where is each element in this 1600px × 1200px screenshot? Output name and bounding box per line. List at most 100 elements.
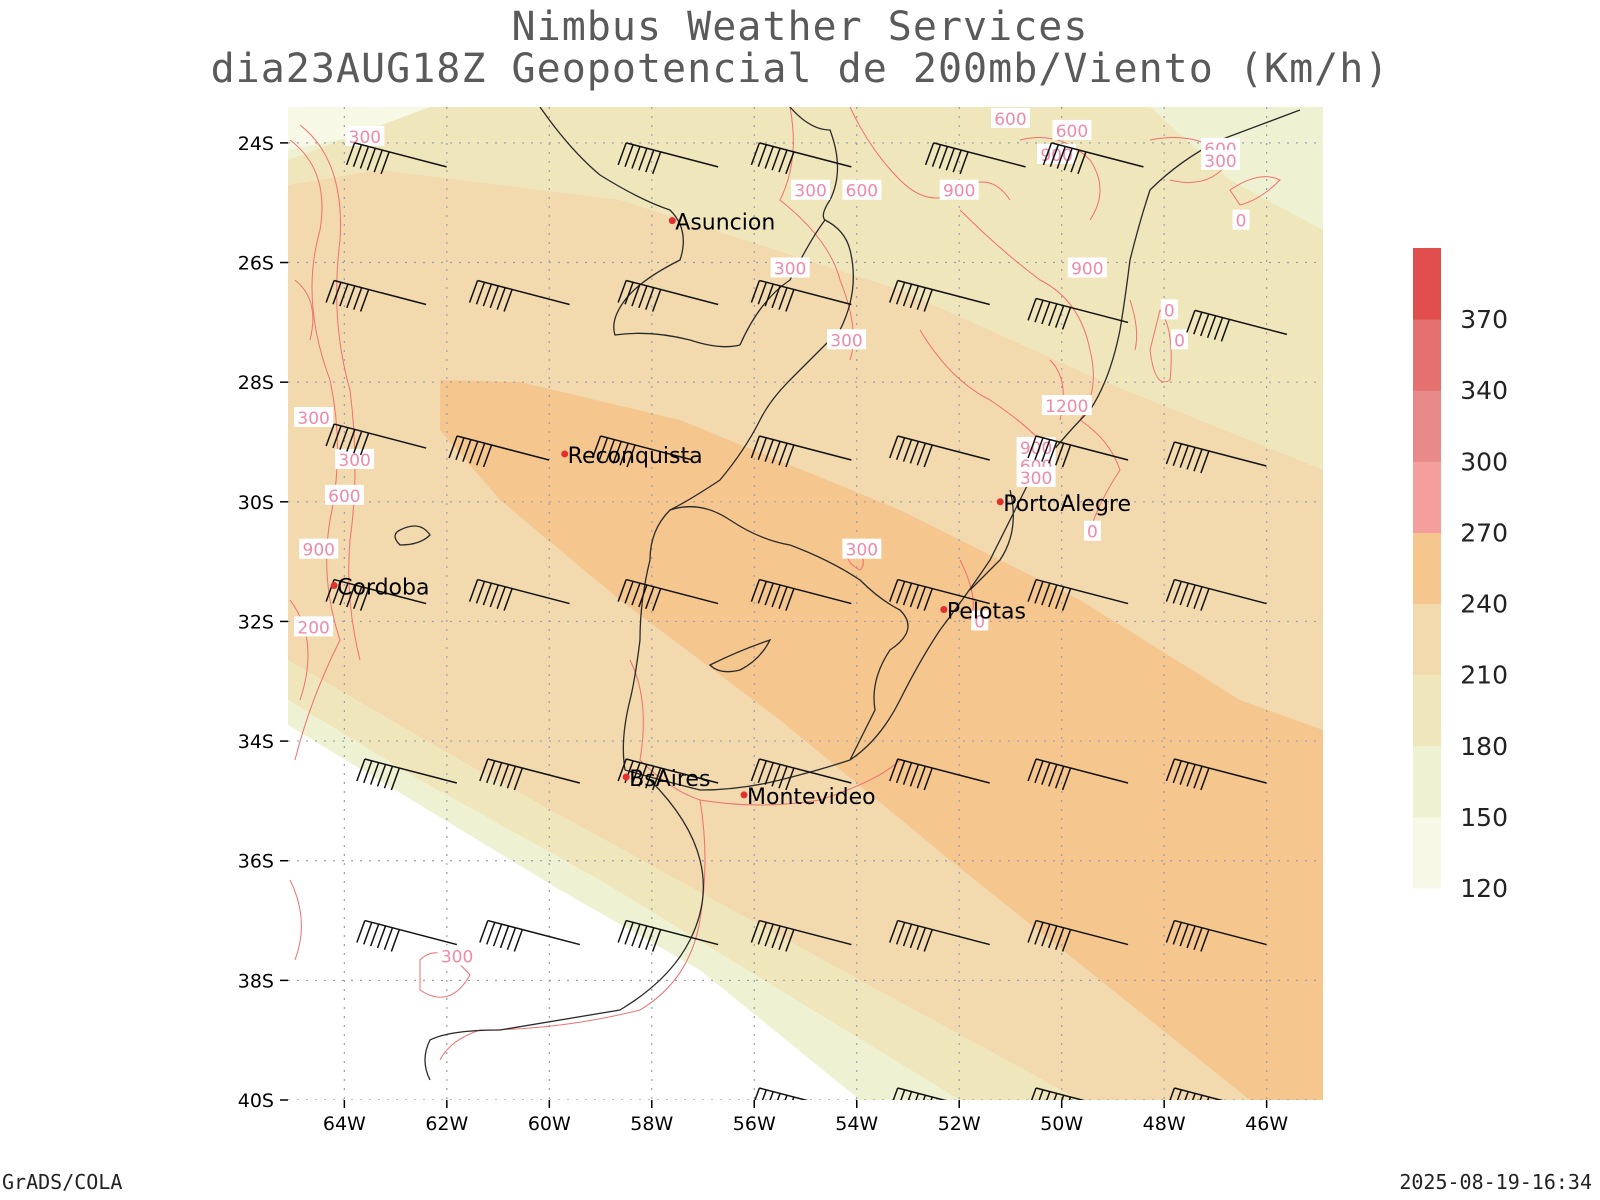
colorbar-swatch xyxy=(1413,603,1441,676)
contour-label-bg xyxy=(939,179,979,200)
wind-barb xyxy=(1027,919,1129,952)
contour-label-bg xyxy=(826,329,866,350)
wind-barb xyxy=(356,758,458,791)
city-dot xyxy=(940,605,948,613)
colorbar-label: 210 xyxy=(1460,661,1508,690)
wind-barb xyxy=(1027,578,1129,611)
lat-tick-label: 38S xyxy=(238,970,274,992)
colorbar-label: 300 xyxy=(1460,447,1508,476)
wind-barb xyxy=(479,919,581,952)
wind-barb xyxy=(889,578,990,611)
lon-tick-label: 62W xyxy=(425,1113,468,1135)
contour-label-bg xyxy=(1041,395,1092,416)
wind-barb xyxy=(889,919,990,952)
wind-barb xyxy=(468,578,570,611)
city-label: Asuncion xyxy=(675,211,775,236)
city-label: PortoAlegre xyxy=(1003,492,1131,517)
colorbar-label: 340 xyxy=(1460,376,1508,405)
lat-tick-label: 32S xyxy=(238,611,274,633)
colorbar-label: 150 xyxy=(1460,803,1508,832)
city-dot xyxy=(622,773,630,781)
city-label: Montevideo xyxy=(747,785,876,810)
contour-label: 600 xyxy=(1056,122,1088,142)
lat-tick-label: 36S xyxy=(238,851,274,873)
city-label: Cordoba xyxy=(337,576,429,601)
contour-labels: 300 300 600 900 600 900 600 600 300 0 300 900 0 0 300 1… xyxy=(294,107,1250,967)
lon-tick-label: 50W xyxy=(1040,1113,1083,1135)
contour-label-bg xyxy=(1037,143,1077,164)
wind-barb xyxy=(750,578,852,611)
contour-label-bg xyxy=(770,257,810,278)
contour-label: 0 xyxy=(974,612,985,632)
contour-label: 900 xyxy=(1071,260,1103,280)
colorbar: 120 150 180 210 240 270 300 340 370 xyxy=(1413,248,1508,903)
contour-label: 300 xyxy=(846,541,878,561)
contour-label-bg xyxy=(1016,466,1056,487)
wind-barbs xyxy=(325,142,1288,1100)
wind-barb xyxy=(325,279,427,312)
contour-label-bg xyxy=(1052,119,1092,140)
wind-barb xyxy=(1165,758,1267,791)
colorbar-label: 240 xyxy=(1460,590,1508,619)
contour-label-bg xyxy=(294,407,334,428)
city-label: Pelotas xyxy=(947,599,1026,624)
contour-label: 300 xyxy=(441,947,473,967)
city-pelotas: Pelotas xyxy=(940,599,1026,624)
wind-barb xyxy=(345,142,447,175)
city-dot xyxy=(561,450,569,458)
city-label: Reconquista xyxy=(568,444,703,469)
contour-label-bg xyxy=(335,448,375,469)
lon-tick-label: 64W xyxy=(323,1113,366,1135)
contour-label-bg xyxy=(345,125,385,146)
wind-barb xyxy=(448,435,550,468)
wind-barb xyxy=(468,279,570,312)
colorbar-swatch xyxy=(1413,461,1441,533)
colorbar-swatch xyxy=(1413,745,1441,818)
wind-barb xyxy=(750,758,852,791)
footer-right: 2025-08-19-16:34 xyxy=(1399,1170,1592,1194)
lon-tick-label: 60W xyxy=(528,1113,571,1135)
wind-barb xyxy=(479,758,581,791)
contour-label-bg xyxy=(1067,257,1107,278)
wind-barb xyxy=(1027,435,1129,468)
wind-barb xyxy=(1027,297,1129,330)
contour-label: 900 xyxy=(943,182,975,202)
wind-barb xyxy=(1169,1087,1224,1100)
colorbar-swatch xyxy=(1413,816,1441,889)
contour-label-bg xyxy=(1083,520,1101,541)
contour-label-bg xyxy=(1160,299,1178,320)
contour-label: 300 xyxy=(830,331,862,351)
elevation-contours xyxy=(289,107,1281,1061)
lat-tick-label: 34S xyxy=(238,731,274,753)
contour-label: 600 xyxy=(846,182,878,202)
lon-tick-label: 46W xyxy=(1245,1113,1288,1135)
wind-barb xyxy=(1186,309,1288,342)
wind-barb xyxy=(892,1087,947,1100)
contour-label-bg xyxy=(294,616,334,637)
city-cordoba: Cordoba xyxy=(330,576,429,601)
colorbar-label: 180 xyxy=(1460,732,1508,761)
wind-barb xyxy=(617,578,719,611)
title-line-2: dia23AUG18Z Geopotencial de 200mb/Viento… xyxy=(210,46,1390,92)
axis-labels: 24S 26S 28S 30S 32S 34S 36S 38S 40S 64W 62W 60W 58W 5… xyxy=(238,133,1289,1135)
wind-barb xyxy=(617,919,719,952)
wind-barb xyxy=(889,758,990,791)
footer-left: GrADS/COLA xyxy=(2,1170,123,1194)
contour-label: 900 xyxy=(303,541,335,561)
colorbar-swatch xyxy=(1413,390,1441,462)
contour-label-bg xyxy=(990,107,1030,128)
colorbar-swatch xyxy=(1413,319,1441,391)
lon-tick-label: 52W xyxy=(938,1113,981,1135)
contour-label-bg xyxy=(1171,329,1189,350)
contour-label-bg xyxy=(842,538,882,559)
wind-barb xyxy=(356,919,458,952)
contour-label: 300 xyxy=(774,260,806,280)
wind-barb xyxy=(591,435,693,468)
colorbar-swatch xyxy=(1413,532,1441,605)
wind-barb xyxy=(750,919,852,952)
city-portoalegre: PortoAlegre xyxy=(996,492,1131,517)
contour-label-bg xyxy=(1201,149,1241,170)
colorbar-swatch xyxy=(1413,674,1441,747)
